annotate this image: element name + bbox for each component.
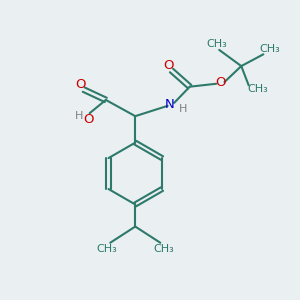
Text: H: H [179, 104, 187, 114]
Text: CH₃: CH₃ [154, 244, 174, 254]
Text: O: O [83, 113, 93, 126]
Text: CH₃: CH₃ [96, 244, 117, 254]
Text: O: O [215, 76, 226, 89]
Text: O: O [163, 59, 174, 72]
Text: CH₃: CH₃ [260, 44, 280, 54]
Text: CH₃: CH₃ [206, 39, 227, 49]
Text: CH₃: CH₃ [248, 84, 268, 94]
Text: O: O [75, 78, 86, 91]
Text: H: H [75, 111, 83, 121]
Text: N: N [164, 98, 174, 111]
